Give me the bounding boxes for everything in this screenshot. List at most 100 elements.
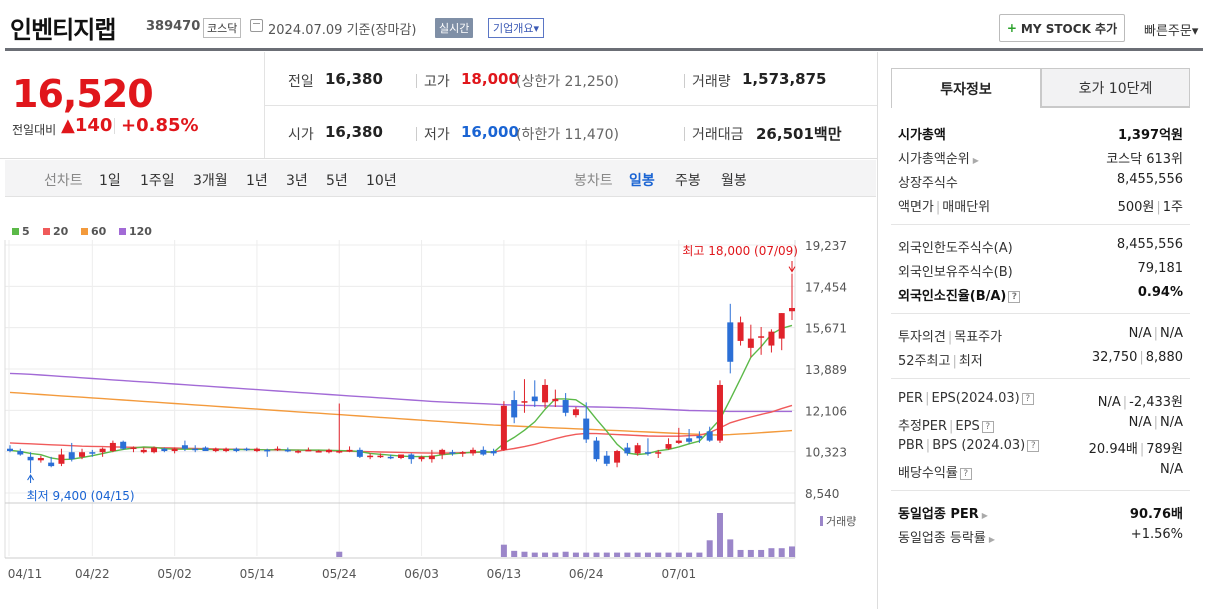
volume-value: 1,573,875	[742, 70, 827, 88]
candle-body	[202, 447, 209, 452]
per-label: PER	[898, 391, 924, 406]
pbr-label: PBR	[898, 438, 924, 453]
w52-low-value: 8,880	[1145, 350, 1183, 365]
candle-monthly[interactable]: 월봉	[721, 173, 747, 189]
stock-chart[interactable]: 19,237 17,454 15,671 13,889 12,106 10,323 8,54…	[0, 220, 877, 609]
my-stock-add-button[interactable]: + MY STOCK 추가	[999, 14, 1125, 42]
w52-low-label: 최저	[958, 354, 983, 369]
dividend-value: N/A	[1160, 462, 1183, 477]
period-3m[interactable]: 3개월	[193, 173, 228, 189]
help-icon[interactable]: ?	[1027, 439, 1040, 452]
candle-body	[130, 447, 137, 450]
period-5y[interactable]: 5년	[326, 173, 348, 189]
row-rank[interactable]: 시가총액순위 ▶ 코스닥 613위	[898, 148, 1183, 167]
period-1w[interactable]: 1주일	[140, 173, 175, 189]
help-icon[interactable]: ?	[959, 467, 972, 480]
y-tick-label: 8,540	[805, 487, 839, 501]
candle-body	[17, 451, 24, 455]
volume-bar	[511, 550, 518, 557]
candle-body	[377, 455, 384, 458]
w52-high-label: 52주최고	[898, 354, 951, 369]
volume-bar	[778, 548, 785, 557]
candle-body	[79, 452, 86, 457]
legend-swatch	[119, 228, 126, 235]
current-price: 16,520	[12, 72, 154, 116]
divider	[684, 74, 685, 88]
divider	[877, 52, 878, 609]
period-3y[interactable]: 3년	[286, 173, 308, 189]
help-icon[interactable]: ?	[1008, 290, 1021, 303]
amount-unit: 백만	[813, 125, 842, 143]
base-date: 2024.07.09 기준(장마감)	[268, 23, 417, 38]
candle-body	[614, 451, 621, 463]
shares-label: 상장주식수	[898, 176, 958, 191]
candle-body	[500, 405, 507, 450]
foreign-limit-value: 8,455,556	[1116, 237, 1183, 252]
max-arrow-head	[788, 266, 796, 273]
candle-body	[521, 401, 528, 403]
volume-bar	[758, 549, 765, 557]
chevron-right-icon: ▶	[981, 511, 988, 520]
candle-body	[603, 455, 610, 464]
candle-chart-label: 봉차트	[574, 173, 613, 189]
candle-body	[58, 454, 65, 464]
period-10y[interactable]: 10년	[366, 173, 397, 189]
target-value: N/A	[1160, 326, 1183, 341]
volume-bar	[572, 552, 579, 557]
eps-label: EPS(2024.03)	[931, 391, 1020, 406]
foreign-hold-label: 외국인보유주식수(B)	[898, 265, 1013, 280]
max-annotation: 최고 18,000 (07/09)	[682, 244, 798, 258]
candle-body	[737, 322, 744, 341]
x-tick-label: 04/11	[8, 567, 43, 581]
volume-bar	[521, 551, 528, 557]
company-overview-dropdown[interactable]: 기업개요▾	[488, 18, 545, 38]
pbr-value: 20.94배	[1088, 442, 1138, 457]
row-market-cap: 시가총액 1,397억원	[898, 124, 1183, 143]
help-icon[interactable]: ?	[981, 420, 994, 433]
period-1y[interactable]: 1년	[246, 173, 268, 189]
row-opinion: 투자의견 | 목표주가 N/A | N/A	[898, 326, 1183, 345]
prev-close-label: 전일	[288, 74, 314, 90]
dividend-label: 배당수익률	[898, 466, 958, 481]
eps-value: -2,433원	[1129, 395, 1183, 410]
x-tick-label: 05/02	[157, 567, 192, 581]
candle-body	[151, 447, 158, 453]
candle-body	[161, 448, 168, 452]
row-sector-rate[interactable]: 동일업종 등락률 ▶ +1.56%	[898, 527, 1183, 546]
high-value: 18,000	[461, 70, 519, 88]
help-icon[interactable]: ?	[1021, 392, 1034, 405]
realtime-button[interactable]: 실시간	[435, 18, 474, 38]
market-badge: 코스닥	[203, 18, 242, 38]
candle-body	[747, 338, 754, 348]
candle-body	[192, 448, 199, 451]
row-par: 액면가 | 매매단위 500원 | 1주	[898, 200, 1183, 215]
y-tick-label: 12,106	[805, 404, 847, 418]
period-1d[interactable]: 1일	[99, 173, 121, 189]
amount-value: 26,501백만	[756, 123, 842, 144]
volume-bar	[542, 552, 549, 557]
divider	[416, 127, 417, 141]
candle-body	[665, 444, 672, 449]
candle-weekly[interactable]: 주봉	[675, 173, 701, 189]
volume-bar	[655, 552, 662, 557]
volume-bar	[336, 551, 343, 557]
line-chart-label: 선차트	[44, 173, 83, 189]
quick-order-dropdown[interactable]: 빠른주문▾	[1144, 24, 1199, 39]
tab-invest-info[interactable]: 투자정보	[891, 68, 1041, 108]
est-eps-value: N/A	[1160, 415, 1183, 430]
candle-body	[686, 438, 693, 442]
candle-body	[655, 452, 662, 454]
candle-body	[634, 445, 641, 454]
plus-icon: +	[1006, 21, 1017, 35]
tab-orderbook-10[interactable]: 호가 10단계	[1041, 68, 1190, 107]
candle-body	[367, 455, 374, 458]
candle-body	[7, 448, 13, 452]
change-percent: +0.85%	[121, 115, 199, 136]
par-label: 액면가	[898, 200, 934, 215]
row-sector-per[interactable]: 동일업종 PER ▶ 90.76배	[898, 503, 1183, 522]
est-eps-label: EPS	[955, 419, 980, 434]
volume-bar	[531, 552, 538, 557]
y-tick-label: 15,671	[805, 322, 847, 336]
sector-rate-value: +1.56%	[1130, 527, 1183, 542]
candle-daily[interactable]: 일봉	[629, 173, 655, 189]
